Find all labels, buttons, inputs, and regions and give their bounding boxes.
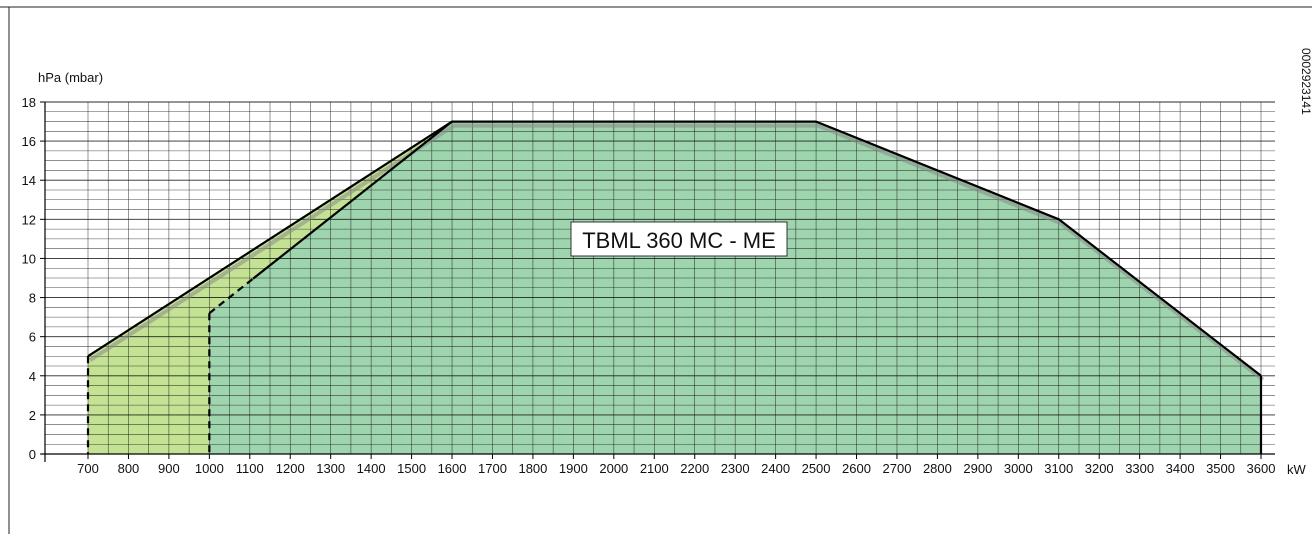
model-label-frame xyxy=(570,221,788,257)
x-tick-label: 1600 xyxy=(438,461,467,476)
axes-layer xyxy=(40,101,1275,462)
x-tick-label: 2100 xyxy=(640,461,669,476)
y-axis-title: hPa (mbar) xyxy=(38,70,103,85)
x-tick-label: 1700 xyxy=(478,461,507,476)
y-tick-label: 0 xyxy=(29,447,36,462)
envelope-shadow xyxy=(88,123,1265,382)
tick-labels-layer: 0 2 4 6 8 10 12 14 16 18 700 800 900 1000 1100 1200 1300… xyxy=(22,95,1276,476)
x-tick-label: 1800 xyxy=(518,461,547,476)
x-tick-label: 1500 xyxy=(397,461,426,476)
outer-envelope-line xyxy=(87,120,1262,377)
x-tick-label: 1900 xyxy=(559,461,588,476)
x-tick-label: 3000 xyxy=(1004,461,1033,476)
x-tick-label: 1000 xyxy=(195,461,224,476)
x-tick-label: 3400 xyxy=(1166,461,1195,476)
x-tick-label: 2500 xyxy=(802,461,831,476)
grid-layer xyxy=(45,101,1275,455)
x-tick-label: 900 xyxy=(158,461,180,476)
y-tick-label: 16 xyxy=(22,134,36,149)
x-tick-label: 3300 xyxy=(1125,461,1154,476)
x-tick-label: 800 xyxy=(118,461,140,476)
x-tick-label: 1300 xyxy=(316,461,345,476)
inner-slope-dashed-line xyxy=(208,277,254,315)
y-tick-label: 8 xyxy=(29,291,36,306)
x-tick-label: 2000 xyxy=(599,461,628,476)
x-tick-label: 2800 xyxy=(923,461,952,476)
y-tick-label: 18 xyxy=(22,95,36,110)
x-tick-label: 1400 xyxy=(357,461,386,476)
x-tick-label: 3100 xyxy=(1044,461,1073,476)
x-tick-label: 1100 xyxy=(236,461,264,476)
inner-slope-line xyxy=(252,120,453,280)
outline-layer xyxy=(86,120,1265,454)
x-tick-label: 2400 xyxy=(761,461,790,476)
x-tick-label: 2700 xyxy=(883,461,912,476)
y-tick-label: 14 xyxy=(22,173,36,188)
x-tick-label: 2300 xyxy=(721,461,750,476)
x-tick-label: 3500 xyxy=(1206,461,1235,476)
x-tick-label: 1200 xyxy=(276,461,305,476)
x-tick-label: 3200 xyxy=(1085,461,1114,476)
y-tick-label: 6 xyxy=(29,330,36,345)
x-axis-title: kW xyxy=(1287,462,1307,477)
x-tick-label: 2900 xyxy=(963,461,992,476)
x-tick-label: 2600 xyxy=(842,461,871,476)
model-label-text: TBML 360 MC - ME xyxy=(582,228,776,253)
y-tick-label: 10 xyxy=(22,251,36,266)
y-tick-label: 2 xyxy=(29,408,36,423)
x-tick-label: 3600 xyxy=(1247,461,1276,476)
x-tick-label: 2200 xyxy=(680,461,709,476)
model-label-box: TBML 360 MC - ME xyxy=(570,221,788,257)
side-code-label: 0002923141 xyxy=(1299,48,1312,115)
y-tick-label: 12 xyxy=(22,212,36,227)
y-tick-label: 4 xyxy=(29,369,36,384)
x-tick-label: 700 xyxy=(77,461,99,476)
